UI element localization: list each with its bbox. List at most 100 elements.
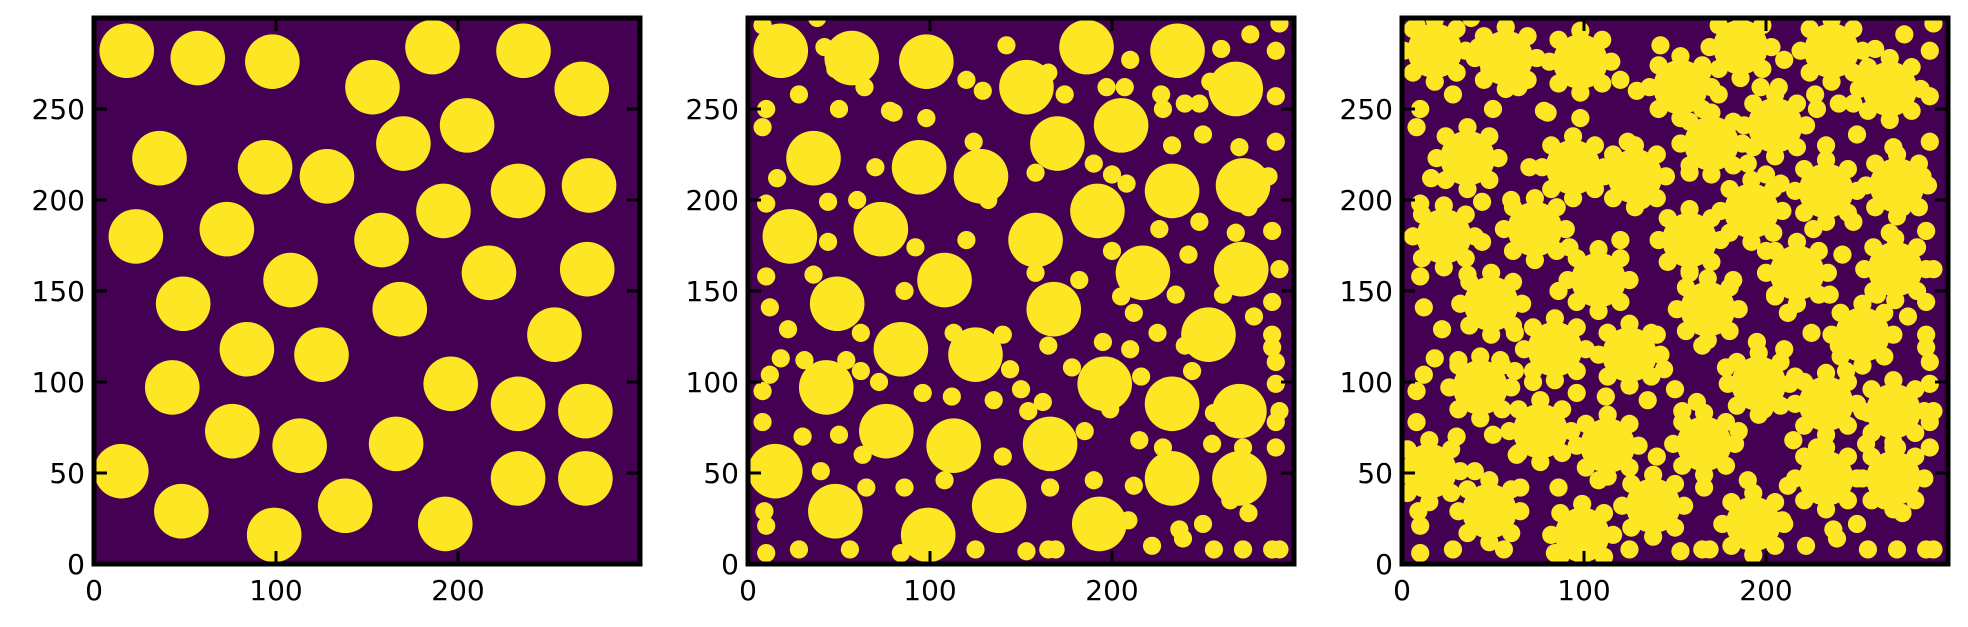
small-particle: [1175, 94, 1194, 113]
particles-layer: [748, 18, 1289, 563]
particle-bump: [1509, 400, 1528, 419]
large-particle: [891, 139, 947, 195]
large-particle: [1867, 241, 1923, 297]
small-particle: [1651, 36, 1670, 55]
particle-bump: [1818, 263, 1837, 282]
small-particle: [1913, 167, 1932, 186]
small-particle: [855, 78, 874, 97]
small-particle: [1716, 358, 1736, 377]
small-particle: [1505, 361, 1524, 381]
particle-bump: [1576, 414, 1595, 433]
small-particle: [1407, 412, 1426, 432]
large-particle: [1407, 23, 1463, 79]
y-tick-label: 0: [67, 548, 85, 581]
particle-bump: [1709, 59, 1728, 79]
small-particle: [966, 540, 985, 559]
particle-bump: [1795, 416, 1814, 435]
particle-bump: [1656, 167, 1675, 186]
large-particle: [1662, 212, 1717, 268]
small-particle: [768, 169, 787, 188]
small-particle: [1117, 174, 1136, 193]
particle-bump: [1613, 496, 1632, 515]
particle-bump: [1906, 380, 1925, 399]
particle-bump: [1838, 416, 1857, 435]
large-particle: [263, 252, 318, 308]
particle-bump: [1700, 38, 1719, 57]
small-particle: [1266, 132, 1285, 151]
particle-bump: [1451, 462, 1470, 481]
small-particle: [1816, 136, 1836, 155]
small-particle: [1411, 543, 1430, 563]
large-particle: [1684, 116, 1739, 171]
small-particle: [1833, 245, 1852, 264]
large-particle: [1144, 163, 1200, 219]
small-particle: [1724, 270, 1743, 290]
large-particle: [372, 281, 428, 337]
particle-bump: [1771, 396, 1790, 415]
particle-bump: [1594, 167, 1614, 186]
particle-bump: [1533, 158, 1552, 177]
large-particle: [245, 34, 300, 89]
particle-bump: [1620, 458, 1639, 477]
small-particle: [1857, 434, 1876, 453]
small-particle: [760, 365, 779, 384]
small-particle: [1755, 400, 1774, 419]
small-particle: [1425, 349, 1444, 368]
particle-bump: [1816, 425, 1836, 444]
small-particle: [1738, 471, 1757, 490]
y-tick-label: 200: [1340, 184, 1393, 217]
particle-bump: [1644, 465, 1663, 484]
particle-bump: [1402, 41, 1413, 60]
small-particle: [1802, 323, 1821, 342]
particle-bump: [1680, 112, 1699, 131]
large-particle: [1798, 163, 1854, 219]
small-particle: [1204, 540, 1224, 559]
x-tick-label: 200: [1085, 574, 1138, 607]
particle-bump: [1456, 249, 1475, 268]
large-particle: [1115, 245, 1171, 301]
small-particle: [1055, 85, 1074, 104]
small-particle: [1411, 267, 1430, 286]
particle-bump: [1791, 41, 1810, 60]
particle-bump: [1698, 269, 1717, 288]
particle-bump: [1649, 230, 1668, 250]
large-particle: [1452, 360, 1508, 415]
large-particle: [1527, 321, 1583, 377]
large-particle: [1402, 443, 1457, 499]
y-tick-label: 200: [32, 184, 85, 217]
large-particle: [917, 252, 972, 308]
particle-bump: [1816, 363, 1836, 382]
particle-bump: [1511, 502, 1530, 521]
particle-bump: [1449, 502, 1468, 521]
particle-bump: [1862, 380, 1881, 399]
large-particle: [1545, 139, 1601, 195]
particle-bump: [1720, 179, 1739, 199]
small-particle: [1671, 542, 1690, 561]
large-particle: [971, 478, 1027, 534]
small-particle: [957, 70, 976, 89]
particle-bump: [1795, 203, 1814, 222]
particle-bump: [1458, 523, 1477, 543]
small-particle: [1259, 167, 1278, 186]
particle-bump: [1611, 292, 1630, 312]
particle-bump: [1886, 291, 1905, 310]
particle-bump: [1480, 533, 1499, 552]
small-particle: [1102, 165, 1122, 184]
particle-bump: [1585, 179, 1605, 199]
small-particle: [1152, 85, 1171, 104]
particle-bump: [1563, 127, 1583, 146]
small-particle: [1920, 87, 1939, 106]
large-particle: [1804, 23, 1859, 79]
particle-bump: [1620, 414, 1639, 433]
large-particle: [368, 416, 424, 472]
small-particle: [957, 356, 976, 375]
particle-bump: [1658, 209, 1677, 228]
large-particle: [1144, 451, 1200, 506]
large-particle: [559, 241, 615, 297]
small-particle: [1124, 476, 1143, 495]
large-particle: [1731, 356, 1787, 412]
small-particle: [1233, 540, 1253, 559]
particle-bump: [1456, 205, 1475, 224]
particle-bump: [1576, 458, 1595, 477]
small-particle: [1084, 154, 1103, 173]
